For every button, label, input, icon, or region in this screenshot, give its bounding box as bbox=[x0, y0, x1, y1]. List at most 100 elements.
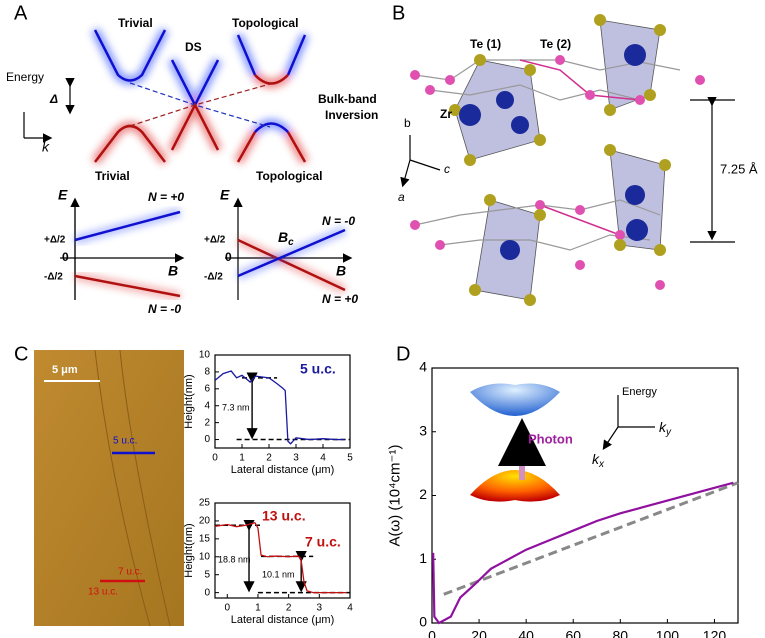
panel-label: C bbox=[14, 343, 28, 365]
label: c bbox=[288, 237, 294, 248]
bands bbox=[93, 29, 307, 163]
label: Inversion bbox=[325, 108, 378, 122]
y-tick-label: 2 bbox=[419, 486, 427, 502]
annotation: 7.3 nm bbox=[222, 402, 250, 412]
label: k bbox=[42, 139, 50, 155]
label: Te (1) bbox=[470, 37, 501, 51]
x-tick-label: 120 bbox=[703, 628, 727, 638]
label: Zr bbox=[440, 107, 452, 121]
panel-label: D bbox=[396, 343, 410, 365]
x-tick-label: 40 bbox=[518, 628, 534, 638]
label: Bulk-band bbox=[318, 92, 377, 106]
label: Photon bbox=[528, 431, 573, 446]
label: +Δ/2 bbox=[204, 235, 226, 246]
x-tick-label: 0 bbox=[428, 628, 436, 638]
label: -Δ/2 bbox=[204, 272, 223, 283]
y-tick-label: 25 bbox=[199, 498, 211, 509]
label: N = +0 bbox=[148, 190, 184, 204]
x-tick-label: 1 bbox=[239, 453, 245, 464]
x-tick-label: 4 bbox=[347, 603, 353, 614]
label: c bbox=[444, 162, 450, 176]
label: +Δ/2 bbox=[44, 235, 66, 246]
label: x bbox=[598, 459, 605, 470]
label: N = +0 bbox=[322, 292, 358, 306]
label: k bbox=[659, 419, 667, 435]
label: a bbox=[398, 190, 405, 204]
x-tick-label: 2 bbox=[266, 453, 272, 464]
y-tick-label: 0 bbox=[419, 614, 427, 630]
annotation: 13 u.c. bbox=[262, 508, 306, 524]
y-tick-label: 1 bbox=[419, 550, 427, 566]
y-tick-label: 2 bbox=[204, 417, 210, 428]
annotation: 7 u.c. bbox=[305, 534, 341, 550]
y-axis-label: Height(nm) bbox=[183, 374, 195, 428]
x-tick-label: 3 bbox=[293, 453, 299, 464]
afm-image bbox=[34, 350, 184, 626]
label: Δ bbox=[49, 92, 58, 106]
plot-frame bbox=[214, 354, 351, 449]
label: 7 u.c. bbox=[118, 567, 142, 578]
label: 0 bbox=[62, 250, 69, 264]
label: 13 u.c. bbox=[88, 587, 118, 598]
label: Trivial bbox=[118, 16, 153, 30]
label: k bbox=[592, 451, 600, 467]
x-tick-label: 4 bbox=[320, 453, 326, 464]
x-tick-label: 2 bbox=[286, 603, 292, 614]
x-tick-label: 5 bbox=[347, 453, 353, 464]
static-layer: A Trivial Topological DS Energy k Δ Bulk… bbox=[6, 2, 758, 627]
label: Energy bbox=[622, 386, 657, 398]
x-tick-label: 0 bbox=[212, 453, 218, 464]
y-axis-label: A(ω) (10⁴cm⁻¹) bbox=[387, 445, 404, 547]
label: Topological bbox=[232, 16, 298, 30]
y-tick-label: 10 bbox=[199, 551, 211, 562]
label: -Δ/2 bbox=[44, 272, 63, 283]
fit-line bbox=[443, 481, 739, 596]
y-tick-label: 4 bbox=[419, 359, 427, 375]
label: DS bbox=[185, 40, 202, 54]
x-axis-label: Lateral distance (μm) bbox=[231, 464, 335, 476]
annotation: 10.1 nm bbox=[262, 569, 295, 579]
y-tick-label: 0 bbox=[204, 434, 210, 445]
y-tick-label: 8 bbox=[204, 367, 210, 378]
x-tick-label: 60 bbox=[565, 628, 581, 638]
label: B bbox=[278, 229, 288, 245]
y-tick-label: 3 bbox=[419, 422, 427, 438]
label: 7.25 Å bbox=[720, 161, 758, 176]
lower-diagrams bbox=[60, 197, 353, 300]
data-line bbox=[432, 481, 734, 625]
annotation: 5 u.c. bbox=[300, 361, 336, 377]
data-line bbox=[214, 370, 345, 445]
axes-icon bbox=[23, 112, 50, 138]
x-tick-label: 1 bbox=[255, 603, 261, 614]
y-tick-label: 10 bbox=[199, 350, 211, 361]
label: Energy bbox=[6, 70, 44, 84]
label: E bbox=[220, 187, 230, 203]
label: 0 bbox=[225, 250, 232, 264]
data-line bbox=[214, 521, 347, 594]
label: Te (2) bbox=[540, 37, 571, 51]
x-tick-label: 20 bbox=[471, 628, 487, 638]
label: kx bbox=[592, 451, 605, 470]
x-axis-label: Lateral distance (μm) bbox=[231, 614, 335, 626]
panel-label: B bbox=[392, 2, 405, 24]
label: 5 μm bbox=[52, 364, 78, 376]
y-tick-label: 6 bbox=[204, 383, 210, 394]
plot-frame bbox=[214, 502, 351, 599]
label: Bc bbox=[278, 229, 294, 248]
label: Trivial bbox=[95, 169, 130, 183]
x-tick-label: 3 bbox=[317, 603, 323, 614]
label: Topological bbox=[256, 169, 322, 183]
x-tick-label: 0 bbox=[224, 603, 230, 614]
inset bbox=[470, 383, 655, 502]
panel-label: A bbox=[14, 2, 28, 24]
afm-features bbox=[94, 349, 171, 627]
label: ky bbox=[659, 419, 672, 438]
label: 5 u.c. bbox=[113, 436, 137, 447]
y-tick-label: 0 bbox=[204, 587, 210, 598]
y-tick-label: 5 bbox=[204, 569, 210, 580]
y-axis-label: Height(nm) bbox=[183, 523, 195, 577]
y-tick-label: 20 bbox=[199, 516, 211, 527]
y-tick-label: 15 bbox=[199, 533, 211, 544]
label: N = -0 bbox=[148, 302, 181, 316]
